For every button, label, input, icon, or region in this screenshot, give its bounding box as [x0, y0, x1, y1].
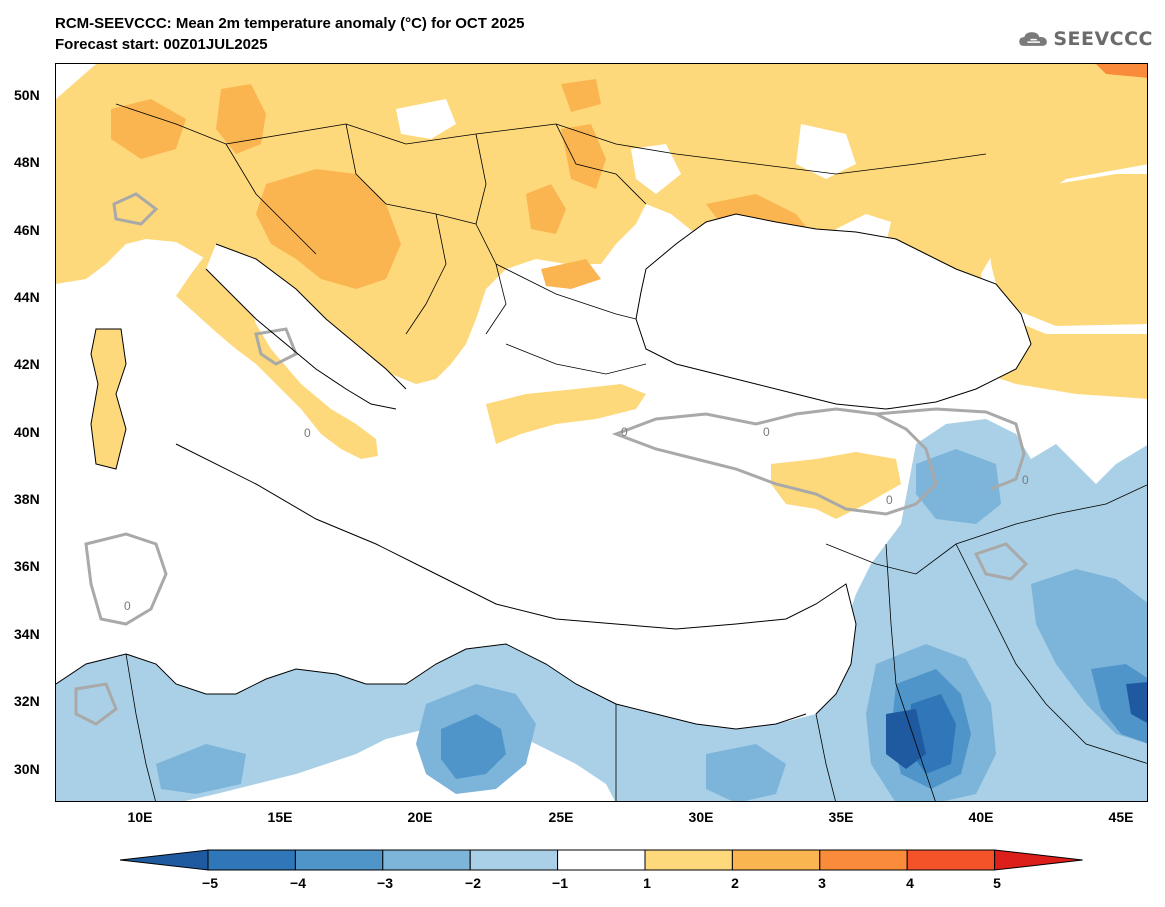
- map-panel: 0 0 0 0 0 0: [55, 63, 1148, 802]
- colorbar-label: −1: [552, 875, 568, 891]
- colorbar-extend-high: [994, 849, 1083, 871]
- lon-label-35e: 35E: [828, 809, 854, 825]
- anomaly-patch-orange-1: [111, 99, 186, 159]
- colorbar-swatch: [469, 849, 559, 871]
- colorbar-label: −4: [290, 875, 306, 891]
- colorbar-label: −2: [465, 875, 481, 891]
- lon-label-25e: 25E: [548, 809, 574, 825]
- adriatic-sea: [206, 244, 406, 409]
- lon-label-40e: 40E: [968, 809, 994, 825]
- colorbar-label: 2: [731, 875, 739, 891]
- lat-label-44n: 44N: [14, 289, 40, 305]
- contour-label-0: 0: [763, 425, 770, 439]
- lon-label-20e: 20E: [407, 809, 433, 825]
- colorbar-label: −3: [377, 875, 393, 891]
- colorbar-swatch: [906, 849, 996, 871]
- colorbar-swatch: [731, 849, 821, 871]
- lon-label-15e: 15E: [267, 809, 293, 825]
- contour-label-0: 0: [1022, 473, 1029, 487]
- colorbar-swatch: [644, 849, 733, 871]
- colorbar-swatch: [294, 849, 384, 871]
- cloud-icon: [1019, 32, 1047, 46]
- sea-of-azov: [836, 214, 891, 254]
- colorbar-label: 3: [818, 875, 826, 891]
- cool-patch-mid-6: [156, 744, 246, 794]
- lat-label-40n: 40N: [14, 424, 40, 440]
- contour-label-0: 0: [886, 493, 893, 507]
- colorbar-swatches: [119, 849, 1083, 871]
- cool-patch-strongest-3: [886, 709, 926, 769]
- lat-label-42n: 42N: [14, 356, 40, 372]
- lon-label-10e: 10E: [127, 809, 153, 825]
- forecast-start-subtitle: Forecast start: 00Z01JUL2025: [55, 36, 268, 53]
- zero-contours: [74, 192, 1029, 726]
- colorbar-swatch: [382, 849, 471, 871]
- contour-label-0: 0: [304, 426, 311, 440]
- warm-region-sardinia: [91, 329, 126, 469]
- neutral-hole-3: [796, 124, 856, 179]
- lon-label-30e: 30E: [688, 809, 714, 825]
- colorbar-swatch: [819, 849, 908, 871]
- anomaly-field: 0 0 0 0 0 0: [56, 64, 1147, 801]
- logo-text: SEEVCCC: [1053, 28, 1153, 50]
- colorbar-label: −5: [202, 875, 218, 891]
- coastlines: [56, 213, 1032, 730]
- cool-patch-strong-1: [441, 714, 506, 779]
- lat-label-34n: 34N: [14, 626, 40, 642]
- neutral-hole-2: [631, 144, 681, 194]
- cool-patch-strongest-2: [1126, 682, 1147, 723]
- black-sea: [636, 214, 1031, 409]
- cool-patch-mid-4: [916, 449, 1001, 524]
- colorbar: [119, 848, 1085, 877]
- lat-label-36n: 36N: [14, 558, 40, 574]
- lat-label-50n: 50N: [14, 87, 40, 103]
- anomaly-patch-orange-5: [561, 124, 606, 189]
- anomaly-patch-orange-7: [561, 79, 601, 112]
- cool-patch-mid-5: [706, 744, 786, 801]
- lon-label-45e: 45E: [1108, 809, 1134, 825]
- colorbar-label: 1: [643, 875, 651, 891]
- mediterranean-sea: [106, 444, 856, 726]
- colorbar-swatch: [207, 849, 296, 871]
- seevccc-logo: SEEVCCC: [1018, 22, 1153, 56]
- warm-region-italy: [176, 254, 378, 459]
- anomaly-patch-orange-9: [1096, 64, 1147, 78]
- anomaly-patch-orange-6: [541, 259, 601, 289]
- contour-label-0: 0: [124, 599, 131, 613]
- neutral-patch-east: [986, 174, 1147, 326]
- lat-label-48n: 48N: [14, 154, 40, 170]
- colorbar-label: 4: [906, 875, 914, 891]
- anomaly-patch-orange-4: [526, 184, 566, 234]
- colorbar-extend-low: [119, 849, 209, 871]
- colorbar-swatch: [557, 849, 646, 871]
- anomaly-patch-orange-3: [256, 169, 401, 289]
- warm-region-anatolia: [771, 452, 901, 519]
- lat-label-38n: 38N: [14, 491, 40, 507]
- lat-label-32n: 32N: [14, 693, 40, 709]
- neutral-hole-1: [396, 99, 456, 139]
- zero-contour-labels: 0 0 0 0 0 0: [124, 425, 1029, 613]
- warm-region-aegean: [486, 384, 646, 444]
- lat-label-30n: 30N: [14, 761, 40, 777]
- map-title: RCM-SEEVCCC: Mean 2m temperature anomaly…: [55, 15, 525, 32]
- colorbar-label: 5: [993, 875, 1001, 891]
- anomaly-patch-orange-2: [216, 84, 266, 154]
- lat-label-46n: 46N: [14, 222, 40, 238]
- country-borders: [115, 103, 1147, 801]
- contour-label-0: 0: [621, 425, 628, 439]
